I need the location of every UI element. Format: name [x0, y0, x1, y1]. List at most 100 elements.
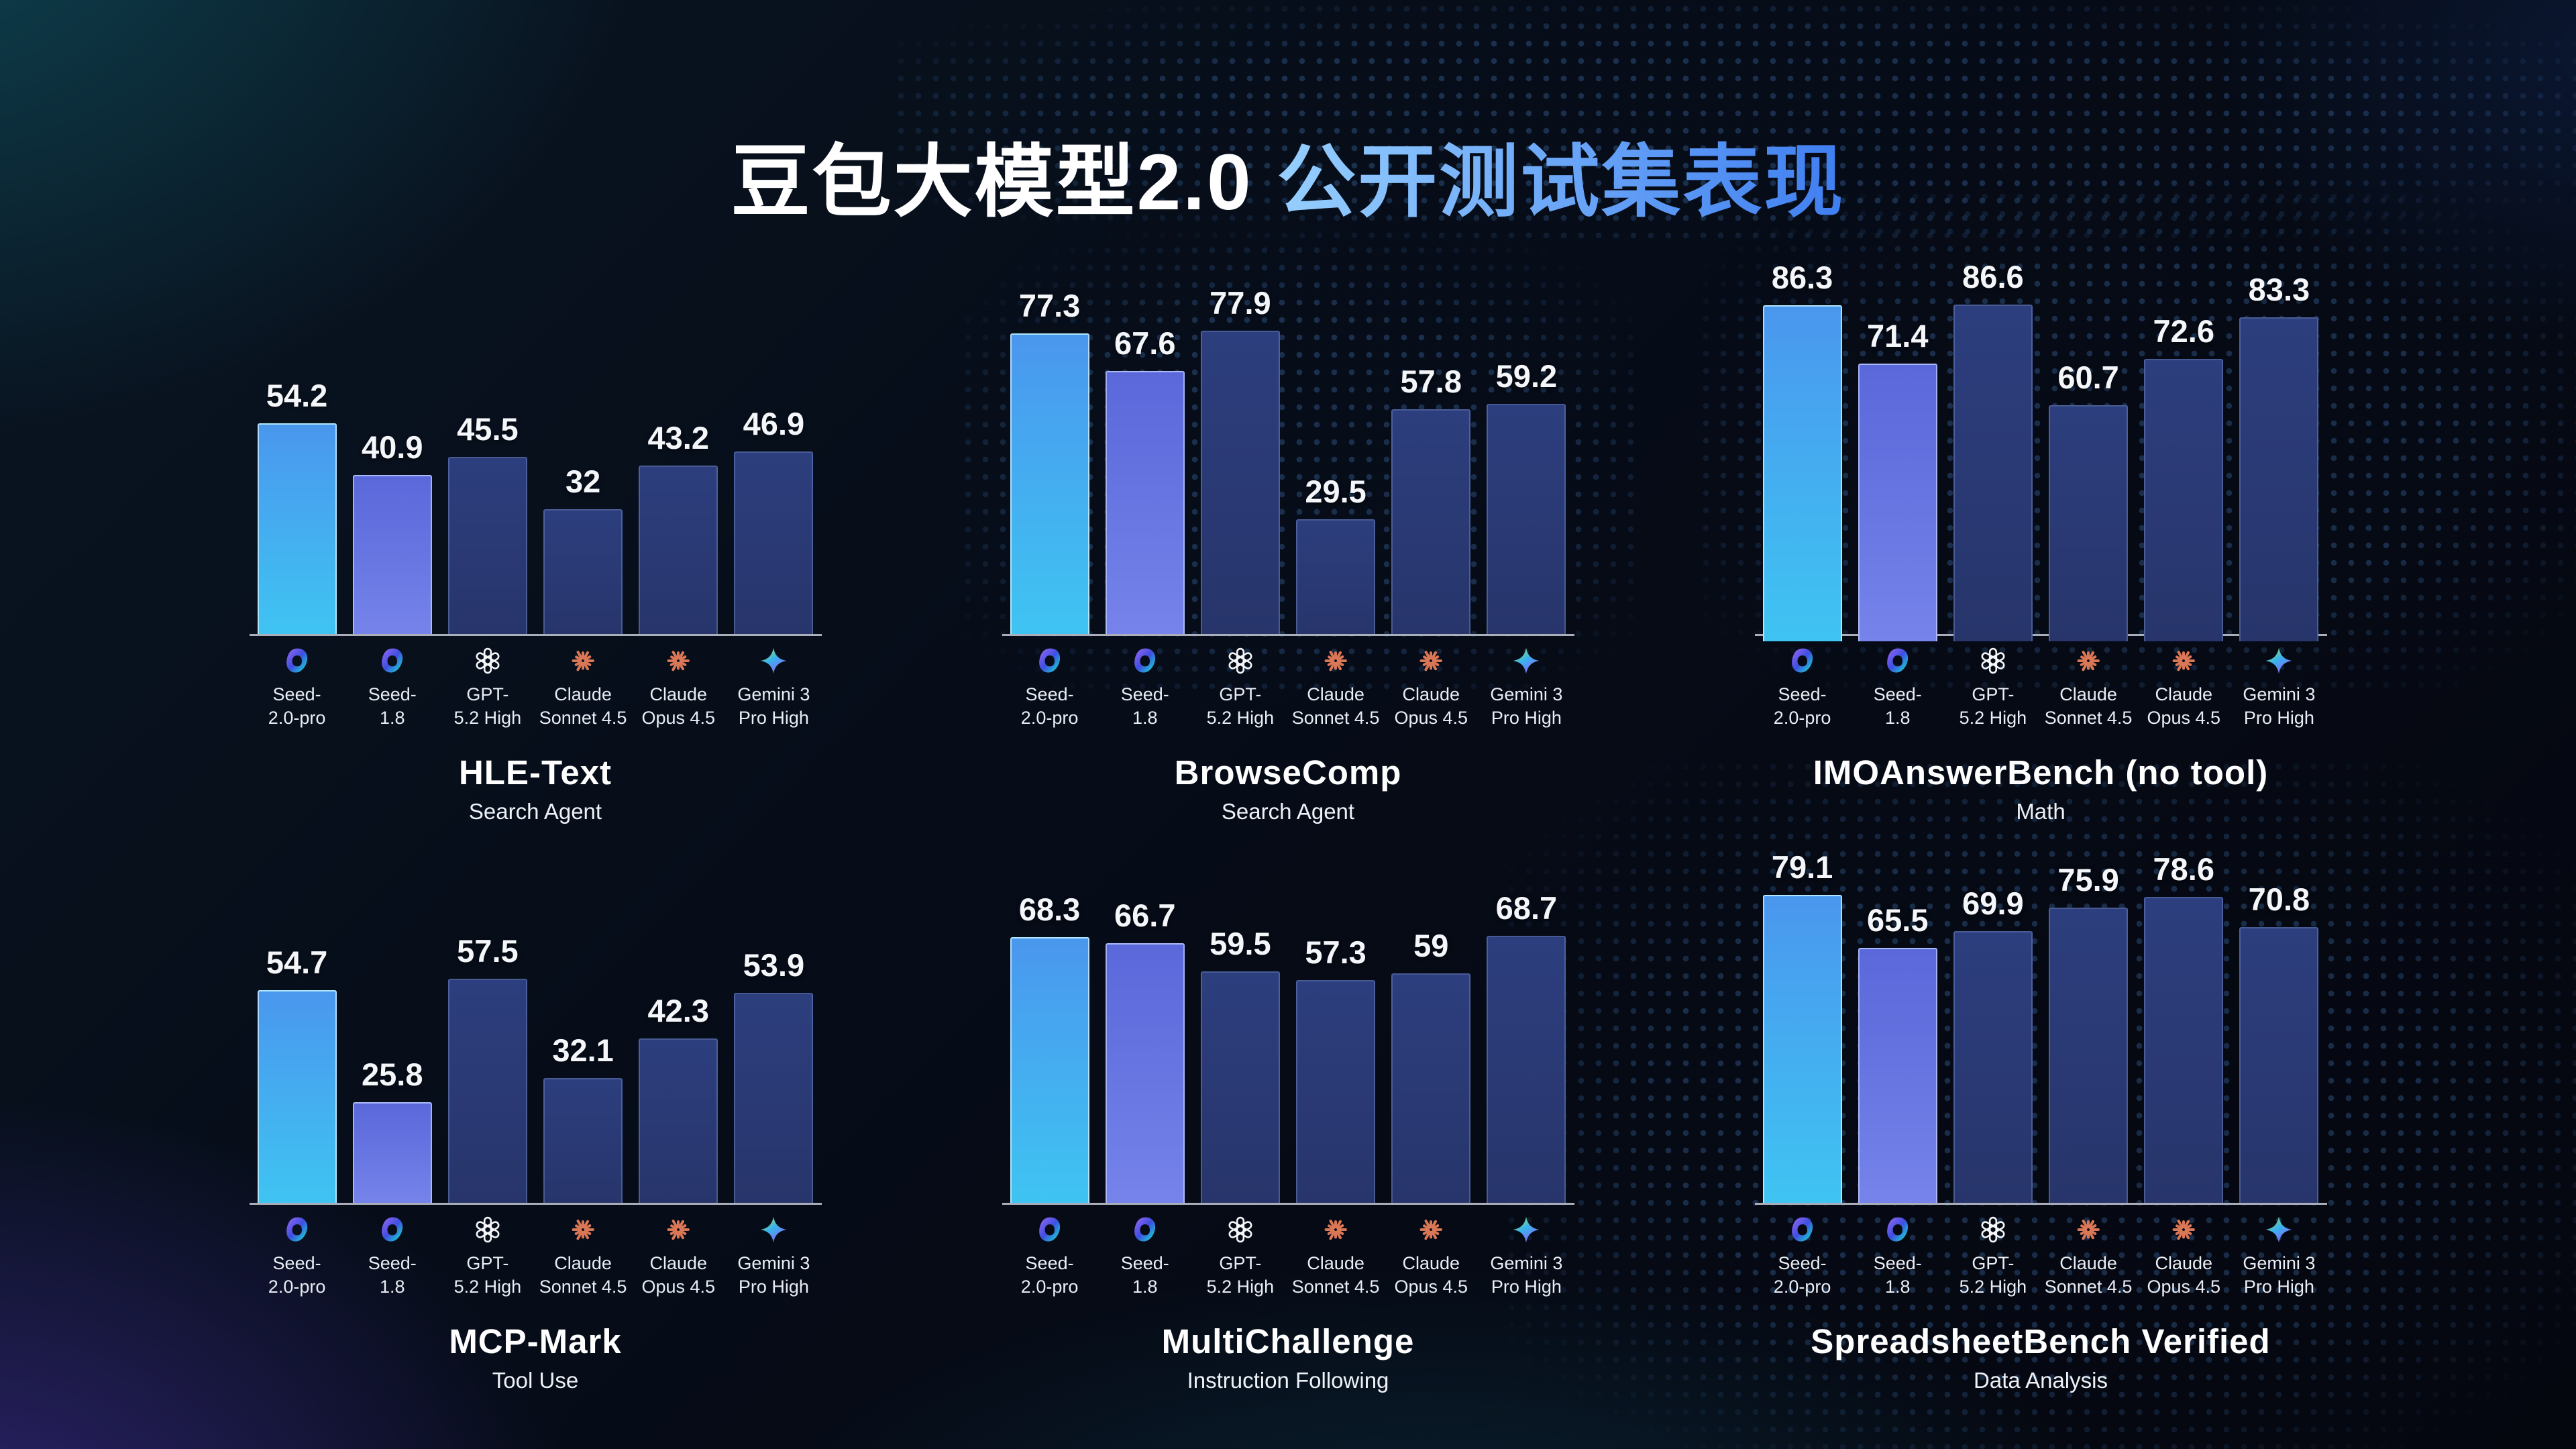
model-name-line2: Pro High — [738, 1277, 809, 1297]
bar-gemini-3-pro-high — [2239, 317, 2319, 641]
model-label-claude-sonnet-4-5: Claude Sonnet 4.5 — [2041, 1216, 2136, 1299]
model-name-line1: Seed- — [1025, 1253, 1074, 1273]
bar-value-label: 71.4 — [1867, 318, 1929, 354]
model-icon-wrap — [1322, 647, 1350, 675]
model-name-line1: Gemini 3 — [1490, 684, 1563, 704]
x-axis-line — [249, 634, 822, 636]
model-name-line1: Gemini 3 — [2243, 684, 2316, 704]
bar-value-label: 42.3 — [647, 993, 709, 1028]
bar-cell: 70.8 — [2231, 881, 2326, 1203]
model-name-line1: Claude — [2155, 1253, 2213, 1273]
model-label-gpt-5-2-high: GPT- 5.2 High — [1945, 1216, 2041, 1299]
claude-icon — [1419, 651, 1443, 672]
model-name-line2: Pro High — [1491, 1277, 1562, 1297]
model-icon-wrap — [1512, 1216, 1540, 1244]
bar-cell: 68.3 — [1002, 891, 1097, 1203]
claude-icon — [1324, 1220, 1347, 1240]
bar-cell: 66.7 — [1097, 897, 1193, 1203]
model-name-line1: Claude — [2059, 684, 2117, 704]
gemini-icon — [1513, 1216, 1540, 1243]
model-name-line2: Opus 4.5 — [1394, 708, 1468, 729]
model-name-line1: GPT- — [1972, 1253, 2015, 1273]
model-name-line1: Seed- — [272, 684, 321, 704]
model-name-line1: Seed- — [1873, 684, 1922, 704]
bar-claude-opus-4-5 — [639, 466, 718, 634]
bar-cell: 54.2 — [250, 377, 345, 634]
model-name-line2: Pro High — [2243, 708, 2314, 729]
bar-value-label: 53.9 — [743, 947, 805, 983]
model-name-line1: Seed- — [368, 684, 417, 704]
bar-value-label: 46.9 — [743, 406, 805, 441]
model-icon-wrap — [1131, 1216, 1159, 1244]
bar-value-label: 65.5 — [1867, 902, 1929, 938]
model-icon-wrap — [1979, 1216, 2007, 1244]
model-name-line1: Seed- — [272, 1253, 321, 1273]
model-label-seed-2-0-pro: Seed- 2.0-pro — [1755, 1216, 1850, 1299]
model-label-gemini-3-pro-high: Gemini 3 Pro High — [2231, 1216, 2326, 1299]
bar-cell: 72.6 — [2136, 313, 2231, 641]
bar-seed-1-8 — [1105, 371, 1185, 634]
model-name-line1: Claude — [2059, 1253, 2117, 1273]
model-name-line1: Claude — [1307, 684, 1364, 704]
model-label-seed-2-0-pro: Seed- 2.0-pro — [1002, 647, 1097, 730]
bar-gemini-3-pro-high — [1487, 404, 1566, 634]
bar-cell: 40.9 — [345, 429, 440, 634]
bar-value-label: 86.6 — [1962, 259, 2024, 294]
model-name-line1: Claude — [554, 1253, 612, 1273]
x-axis-labels: Seed- 2.0-pro Seed- 1.8 GPT- 5.2 High Cl… — [1755, 1216, 2327, 1299]
model-name-line2: 2.0-pro — [1773, 708, 1831, 729]
model-name-line2: Opus 4.5 — [2147, 708, 2221, 729]
bar-value-label: 32.1 — [552, 1032, 614, 1068]
bar-seed-1-8 — [1858, 948, 1937, 1203]
model-name-line2: 2.0-pro — [1020, 708, 1079, 729]
model-label-claude-sonnet-4-5: Claude Sonnet 4.5 — [535, 647, 631, 730]
chart-hle-text: 54.2 40.9 45.5 32 43.2 46.9 See — [249, 258, 822, 824]
model-name-line1: GPT- — [1219, 684, 1262, 704]
model-label-seed-2-0-pro: Seed- 2.0-pro — [1755, 647, 1850, 730]
model-icon-wrap — [1884, 1216, 1912, 1244]
model-icon-wrap — [664, 1216, 692, 1244]
model-label-gpt-5-2-high: GPT- 5.2 High — [1193, 647, 1288, 730]
model-label-seed-1-8: Seed- 1.8 — [1850, 647, 1945, 730]
bar-cell: 25.8 — [345, 1056, 440, 1203]
bar-cell: 43.2 — [631, 419, 726, 634]
bar-claude-sonnet-4-5 — [1296, 980, 1376, 1203]
bar-cell: 77.3 — [1002, 287, 1097, 634]
model-name-line1: Seed- — [1025, 684, 1074, 704]
bar-value-label: 25.8 — [362, 1057, 423, 1092]
benchmark-title: MCP-Mark — [449, 1322, 622, 1361]
model-label-claude-opus-4-5: Claude Opus 4.5 — [631, 647, 726, 730]
model-name-line2: 2.0-pro — [268, 708, 326, 729]
model-name-line2: Sonnet 4.5 — [1291, 1277, 1380, 1297]
model-icon-wrap — [2169, 1216, 2198, 1244]
openai-icon — [476, 647, 500, 674]
seed-icon — [381, 1217, 402, 1242]
model-name-line2: Sonnet 4.5 — [2044, 1277, 2133, 1297]
model-label-gemini-3-pro-high: Gemini 3 Pro High — [1479, 647, 1574, 730]
model-label-claude-opus-4-5: Claude Opus 4.5 — [1383, 1216, 1479, 1299]
bar-seed-1-8 — [352, 1102, 432, 1203]
model-label-gpt-5-2-high: GPT- 5.2 High — [440, 647, 535, 730]
model-name-line2: 2.0-pro — [1773, 1277, 1831, 1297]
model-name-line2: Pro High — [1491, 708, 1562, 729]
bar-seed-2-0-pro — [257, 990, 337, 1203]
model-icon-wrap — [569, 1216, 597, 1244]
model-name-line2: 1.8 — [1132, 708, 1158, 729]
chart-multichallenge: 68.3 66.7 59.5 57.3 59 68.7 See — [1002, 827, 1574, 1393]
model-name-line1: Claude — [649, 1253, 708, 1273]
bar-gpt-5-2-high — [1200, 331, 1280, 634]
model-label-gemini-3-pro-high: Gemini 3 Pro High — [726, 1216, 821, 1299]
model-icon-wrap — [1788, 1216, 1817, 1244]
bar-cell: 67.6 — [1097, 325, 1193, 634]
bar-claude-sonnet-4-5 — [1296, 519, 1376, 634]
model-name-line2: 5.2 High — [1206, 1277, 1275, 1297]
model-label-gpt-5-2-high: GPT- 5.2 High — [440, 1216, 535, 1299]
gemini-icon — [1513, 647, 1540, 674]
model-name-line1: Gemini 3 — [1490, 1253, 1563, 1273]
model-label-seed-1-8: Seed- 1.8 — [1097, 647, 1193, 730]
benchmark-subtitle: Instruction Following — [1187, 1368, 1389, 1393]
bar-value-label: 77.3 — [1018, 288, 1081, 323]
model-icon-wrap — [283, 1216, 311, 1244]
gemini-icon — [761, 647, 787, 674]
model-label-claude-opus-4-5: Claude Opus 4.5 — [2136, 647, 2231, 730]
